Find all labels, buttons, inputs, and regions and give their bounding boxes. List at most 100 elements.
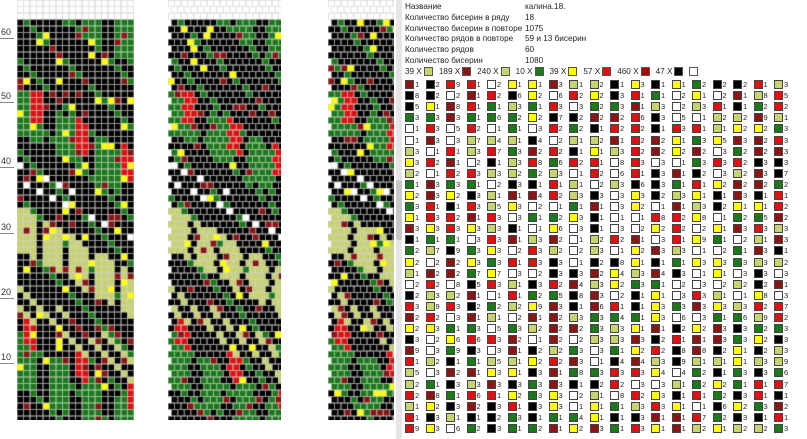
bead-count: 1 — [599, 224, 604, 234]
table-cell: 1 — [446, 157, 467, 168]
table-cell: 3 — [733, 268, 754, 279]
legend-swatch[interactable] — [689, 67, 699, 76]
bead-count: 1 — [620, 80, 625, 90]
bead-count: 1 — [784, 190, 789, 200]
bead-swatch — [712, 379, 722, 389]
table-cell: 3 — [671, 290, 693, 301]
bead-swatch — [466, 113, 476, 123]
bead-count: 2 — [456, 91, 461, 101]
bead-count: 2 — [538, 357, 543, 367]
bead-swatch — [712, 224, 722, 234]
legend-item[interactable]: 39 X — [550, 67, 578, 76]
bead-swatch — [671, 213, 681, 223]
table-cell: 3 — [487, 345, 508, 356]
pattern-canvas[interactable] — [328, 0, 394, 420]
legend-swatch[interactable] — [568, 67, 578, 76]
bead-swatch — [507, 268, 517, 278]
table-cell: 3 — [651, 379, 672, 390]
legend-item[interactable]: 39 X — [405, 67, 433, 76]
pattern-canvas[interactable] — [168, 0, 281, 420]
pattern-view-shifted[interactable] — [168, 0, 281, 420]
bead-count: 2 — [640, 346, 645, 356]
legend-swatch[interactable] — [640, 67, 650, 76]
table-cell: 3 — [589, 423, 611, 434]
bead-count: 6 — [456, 423, 461, 433]
table-cell: 1 — [528, 101, 549, 112]
bead-count: 2 — [435, 268, 440, 278]
bead-swatch — [651, 202, 660, 212]
table-cell: 3 — [548, 101, 570, 112]
bead-swatch — [487, 80, 496, 90]
legend-swatch[interactable] — [674, 67, 684, 76]
bead-swatch — [753, 224, 763, 234]
bead-swatch — [610, 91, 619, 101]
bead-count: 3 — [661, 313, 666, 323]
bead-swatch — [651, 412, 660, 422]
info-value: 59 и 13 бисерин — [525, 34, 587, 44]
bead-swatch — [610, 279, 619, 289]
bead-count: 1 — [743, 102, 748, 112]
bead-count: 3 — [517, 102, 522, 112]
bead-count: 5 — [558, 290, 563, 300]
bead-swatch — [569, 335, 578, 345]
table-cell: 2 — [712, 390, 734, 401]
bead-swatch — [405, 390, 414, 400]
table-cell: 1 — [405, 179, 426, 190]
legend-swatch[interactable] — [534, 67, 544, 76]
pattern-canvas[interactable] — [17, 0, 134, 420]
legend-item[interactable]: 57 X — [583, 67, 612, 76]
bead-count: 2 — [538, 91, 543, 101]
bead-count: 9 — [702, 235, 707, 245]
legend-item[interactable]: 189 X — [438, 67, 472, 76]
bead-swatch — [733, 301, 742, 311]
table-cell: 8 — [671, 345, 693, 356]
legend-item[interactable]: 10 X — [516, 67, 544, 76]
table-cell: 1 — [528, 334, 549, 345]
legend-count: 189 X — [438, 67, 461, 76]
legend-swatch[interactable] — [462, 67, 472, 76]
legend-item[interactable]: 240 X — [477, 67, 510, 76]
legend-item[interactable] — [689, 67, 699, 76]
bead-count: 7 — [435, 246, 440, 256]
scrollbar-thumb[interactable] — [396, 180, 402, 240]
bead-swatch — [774, 268, 783, 278]
bead-swatch — [446, 179, 455, 189]
bead-count: 1 — [620, 246, 625, 256]
pattern-view-flat[interactable] — [17, 0, 134, 420]
bead-swatch — [466, 423, 476, 433]
bead-count: 2 — [763, 124, 768, 134]
bead-swatch — [589, 113, 599, 123]
table-cell: 5 — [466, 279, 488, 290]
legend-swatch[interactable] — [500, 67, 510, 76]
bead-swatch — [753, 335, 763, 345]
bead-count: 3 — [517, 146, 522, 156]
bead-count: 3 — [435, 423, 440, 433]
bead-swatch — [753, 113, 763, 123]
bead-count: 3 — [620, 190, 625, 200]
legend-swatch[interactable] — [602, 67, 612, 76]
bead-count: 1 — [435, 102, 440, 112]
bead-count: 1 — [476, 113, 481, 123]
table-cell: 2 — [446, 212, 467, 223]
table-cell: 1 — [487, 101, 508, 112]
legend-swatch[interactable] — [423, 67, 433, 76]
bead-swatch — [425, 390, 435, 400]
bead-swatch — [610, 390, 619, 400]
bead-count: 3 — [784, 146, 789, 156]
bead-swatch — [507, 224, 517, 234]
legend-item[interactable]: 47 X — [656, 67, 684, 76]
bead-swatch — [630, 401, 640, 411]
bead-swatch — [733, 346, 742, 356]
bead-count: 1 — [640, 235, 645, 245]
bead-swatch — [610, 124, 619, 134]
bead-count: 2 — [763, 423, 768, 433]
table-cell: 3 — [671, 190, 693, 201]
info-value: калина.18. — [525, 2, 566, 11]
pattern-view-rope[interactable] — [328, 0, 394, 420]
bead-count: 3 — [661, 246, 666, 256]
bead-count: 3 — [763, 246, 768, 256]
bead-count: 1 — [497, 124, 502, 134]
legend-item[interactable]: 460 X — [617, 67, 650, 76]
bead-count: 3 — [763, 368, 768, 378]
